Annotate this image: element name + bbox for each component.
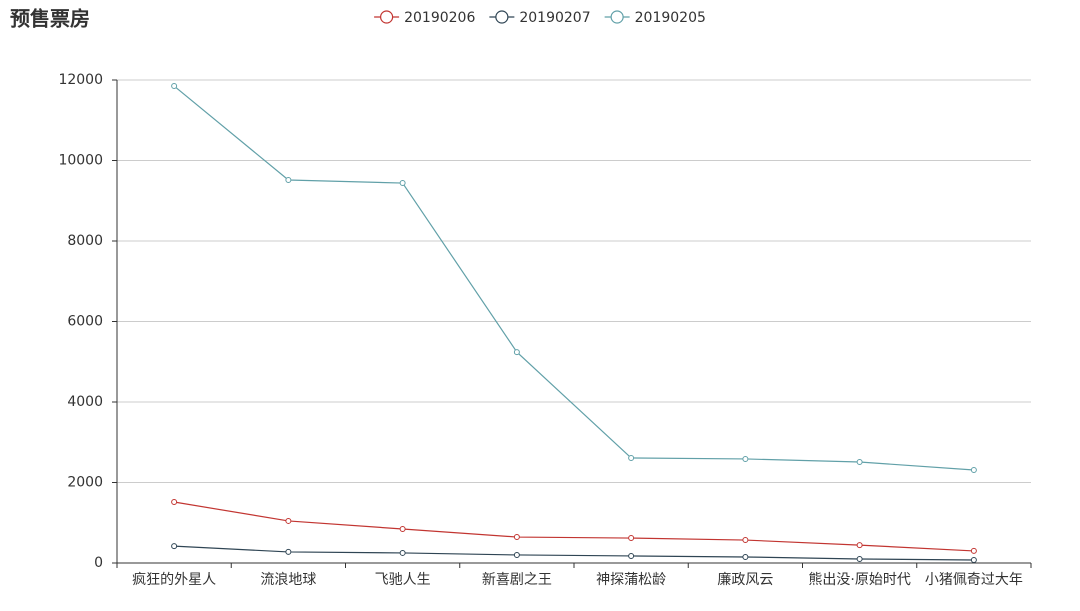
- y-tick-label: 8000: [67, 233, 103, 249]
- y-tick-label: 2000: [67, 475, 103, 491]
- point: [513, 349, 520, 356]
- point: [856, 542, 863, 549]
- x-tick-label: 小猪佩奇过大年: [925, 571, 1023, 588]
- series-line: [173, 85, 974, 471]
- point: [742, 537, 749, 544]
- y-tick-label: 0: [94, 555, 103, 571]
- y-tick-label: 6000: [67, 314, 103, 330]
- y-tick-label: 10000: [58, 153, 103, 169]
- legend-item: 20190207: [489, 10, 591, 26]
- x-tick-label: 神探蒲松龄: [596, 572, 666, 588]
- x-tick-label: 熊出没·原始时代: [808, 572, 910, 588]
- x-tick-label: 新喜剧之王: [482, 572, 552, 588]
- legend-item: 20190206: [374, 10, 475, 26]
- x-tick-label: 廉政风云: [717, 571, 773, 588]
- point: [513, 551, 520, 558]
- point: [399, 525, 406, 532]
- y-tick-label: 4000: [67, 394, 103, 410]
- legend-symbol: [610, 10, 624, 24]
- point: [628, 535, 635, 542]
- point: [970, 467, 977, 474]
- chart-title: 预售票房: [10, 7, 90, 31]
- legend-symbol: [495, 10, 509, 24]
- point: [171, 543, 178, 550]
- point: [513, 534, 520, 541]
- point: [399, 549, 406, 556]
- legend-symbol: [380, 10, 394, 24]
- point: [285, 177, 292, 184]
- series-line: [174, 545, 974, 561]
- point: [628, 552, 635, 559]
- point: [171, 499, 178, 506]
- series-line: [174, 501, 974, 552]
- point: [171, 83, 178, 90]
- legend-label: 20190207: [519, 10, 590, 26]
- legend-item: 20190205: [604, 10, 706, 26]
- point: [856, 555, 863, 562]
- x-tick-label: 流浪地球: [260, 572, 316, 588]
- point: [742, 553, 749, 560]
- point: [970, 547, 977, 554]
- legend-label: 20190205: [635, 10, 706, 26]
- point: [628, 454, 635, 461]
- legend-label: 20190206: [404, 10, 475, 26]
- point: [285, 517, 292, 524]
- point: [285, 548, 292, 555]
- point: [742, 455, 749, 462]
- point: [970, 556, 977, 563]
- point: [399, 180, 406, 187]
- point: [856, 458, 863, 465]
- legend: 20190206 20190207 20190205: [374, 10, 706, 26]
- y-tick-label: 12000: [58, 72, 103, 88]
- x-tick-label: 飞驰人生: [375, 572, 431, 588]
- x-tick-label: 疯狂的外星人: [132, 572, 216, 588]
